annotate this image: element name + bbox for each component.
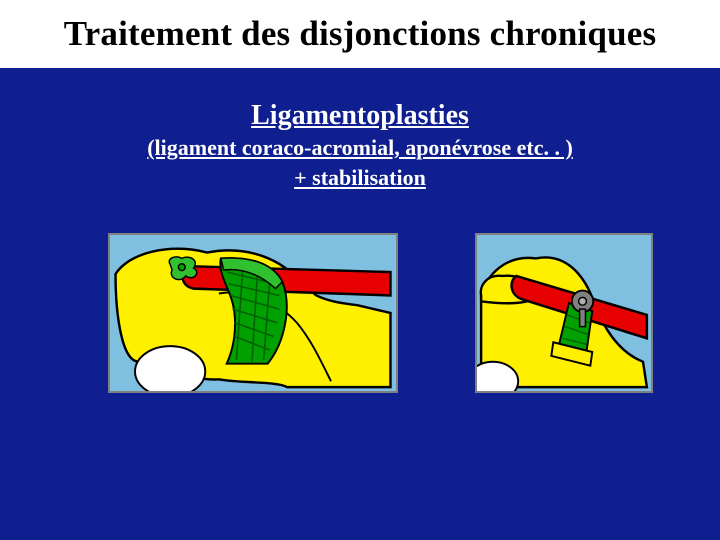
title-bar: Traitement des disjonctions chroniques — [0, 0, 720, 68]
subtitle-detail-line1: (ligament coraco-acromial, aponévrose et… — [0, 134, 720, 162]
subtitle-detail-line2: + stabilisation — [0, 164, 720, 192]
illustration-right-svg — [477, 235, 651, 391]
illustration-right — [475, 233, 653, 393]
subtitle-main: Ligamentoplasties — [0, 100, 720, 132]
humeral-head — [135, 346, 205, 391]
illustration-left-svg — [110, 235, 396, 391]
subtitle-block: Ligamentoplasties (ligament coraco-acrom… — [0, 100, 720, 191]
illustration-left — [108, 233, 398, 393]
slide-title: Traitement des disjonctions chroniques — [64, 14, 657, 54]
ligament-tie — [169, 257, 197, 280]
slide-root: Traitement des disjonctions chroniques L… — [0, 0, 720, 540]
